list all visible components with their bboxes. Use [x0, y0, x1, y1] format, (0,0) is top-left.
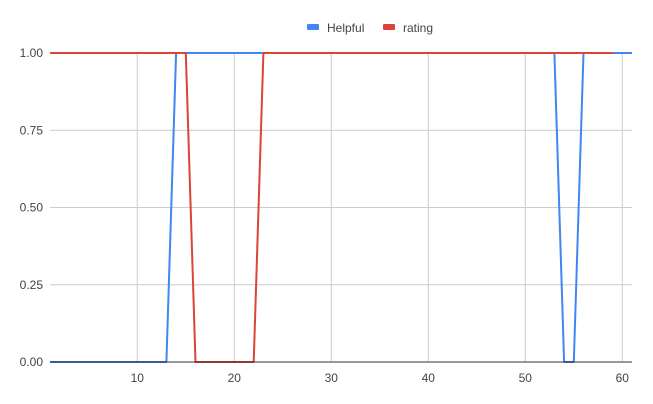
legend: Helpful rating	[307, 21, 433, 35]
y-tick-label: 0.25	[20, 278, 44, 292]
axes: 0.00 0.25 0.50 0.75 1.00 10 20 30 40 50 60	[20, 46, 632, 385]
x-tick-label: 60	[616, 371, 630, 385]
y-tick-label: 0.50	[20, 201, 44, 215]
legend-label-helpful: Helpful	[327, 21, 364, 35]
legend-swatch-rating	[383, 24, 395, 30]
y-tick-label: 0.75	[20, 123, 44, 137]
x-tick-label: 40	[422, 371, 436, 385]
x-tick-label: 30	[325, 371, 339, 385]
x-tick-label: 20	[228, 371, 242, 385]
x-tick-label: 50	[519, 371, 533, 385]
y-tick-label: 1.00	[20, 46, 44, 60]
legend-swatch-helpful	[307, 24, 319, 30]
grid	[50, 52, 632, 362]
x-tick-label: 10	[131, 371, 145, 385]
y-tick-label: 0.00	[20, 355, 44, 369]
series-line-helpful	[50, 52, 632, 363]
legend-label-rating: rating	[403, 21, 433, 35]
